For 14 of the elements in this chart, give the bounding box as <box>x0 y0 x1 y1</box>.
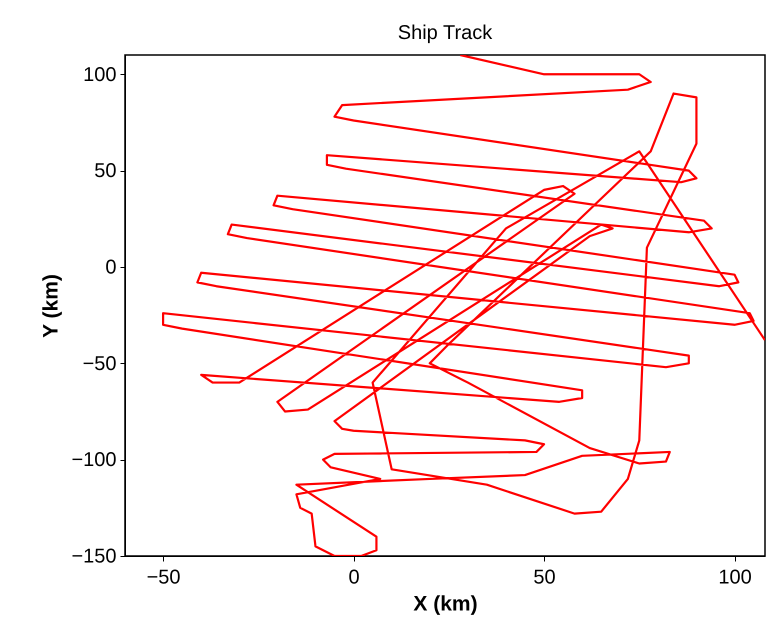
chart-title: Ship Track <box>398 22 494 44</box>
y-tick-label: −50 <box>82 352 116 375</box>
x-tick-label: 100 <box>718 566 752 588</box>
x-axis-title: X (km) <box>413 592 478 616</box>
y-tick-label: −100 <box>71 449 116 472</box>
x-tick-label: 0 <box>348 566 360 588</box>
y-axis-title: Y (km) <box>39 274 62 338</box>
y-tick-label: −150 <box>71 546 116 568</box>
line-series <box>162 55 765 556</box>
y-tick-label: 50 <box>94 160 116 182</box>
x-tick-label: 50 <box>533 566 556 588</box>
y-tick-label: 0 <box>105 256 116 278</box>
y-tick-label: 100 <box>83 64 116 86</box>
x-tick-label: −50 <box>146 566 181 588</box>
